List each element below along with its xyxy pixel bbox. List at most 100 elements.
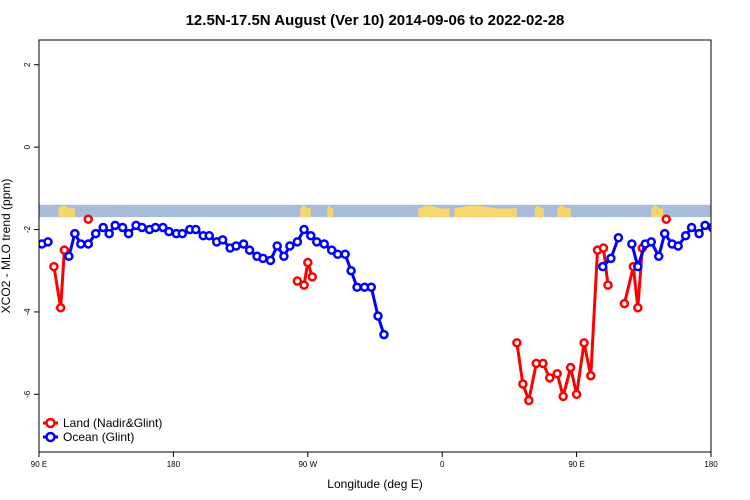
legend-label: Ocean (Glint)	[63, 430, 134, 444]
data-point	[524, 395, 534, 406]
data-point	[117, 222, 128, 233]
data-point	[279, 251, 289, 262]
data-point	[59, 245, 70, 255]
x-tick-label: 90 E	[31, 460, 47, 469]
legend-marker	[45, 431, 56, 443]
data-point	[265, 255, 276, 266]
data-point	[736, 226, 743, 233]
map-strip-land	[534, 205, 544, 218]
data-point	[231, 241, 241, 251]
data-point	[307, 272, 318, 282]
data-point	[728, 224, 735, 231]
data-point	[686, 222, 697, 233]
data-point	[646, 237, 657, 247]
data-point	[303, 257, 313, 268]
x-tick-label: 90 E	[568, 460, 584, 469]
x-tick-label: 90 W	[298, 460, 317, 469]
map-strip-land	[557, 205, 571, 218]
y-tick-label: 0	[23, 144, 32, 149]
data-point	[694, 228, 704, 239]
data-point	[76, 239, 86, 249]
chart-title: 12.5N-17.5N August (Ver 10) 2014-09-06 t…	[186, 12, 565, 29]
data-point	[586, 371, 596, 381]
data-point	[597, 261, 608, 272]
plot-frame	[38, 39, 712, 453]
data-point	[150, 222, 161, 233]
data-point	[110, 220, 120, 231]
map-strip-ocean	[39, 204, 711, 218]
data-point	[538, 358, 548, 369]
y-tick-label: -4	[23, 308, 32, 316]
data-point	[518, 379, 528, 389]
data-point	[332, 249, 343, 259]
data-point	[83, 214, 94, 224]
data-point	[700, 220, 710, 231]
x-tick-label: 0	[440, 460, 445, 469]
data-point	[90, 228, 101, 239]
x-tick-label: 180	[167, 460, 181, 469]
data-point	[722, 222, 729, 229]
data-point	[299, 280, 309, 290]
data-point	[633, 261, 643, 272]
plot-area	[39, 214, 749, 406]
data-point	[661, 214, 671, 224]
map-strip-land	[418, 205, 450, 218]
series-ocean	[39, 220, 749, 340]
y-tick-label: -2	[23, 225, 32, 233]
map-strip-land	[58, 205, 75, 218]
data-point	[673, 241, 683, 251]
data-point	[238, 239, 249, 249]
data-point	[83, 239, 94, 249]
data-point	[579, 338, 589, 348]
data-point	[64, 251, 74, 262]
series-land	[49, 214, 671, 406]
data-point	[55, 303, 66, 313]
series-line	[622, 247, 644, 310]
data-point	[352, 282, 362, 292]
data-point	[158, 222, 168, 233]
map-strip-land	[651, 205, 664, 218]
data-point	[137, 222, 147, 233]
y-tick-label: 2	[23, 62, 32, 67]
data-point	[715, 230, 722, 237]
data-point	[558, 391, 568, 402]
data-point	[598, 243, 609, 253]
data-point	[49, 261, 59, 272]
data-point	[552, 368, 562, 379]
map-strip-land	[300, 205, 311, 218]
data-point	[627, 239, 637, 249]
data-point	[285, 241, 295, 251]
y-tick-label: -6	[23, 390, 32, 398]
y-axis: 2 0 -2 -4 -6	[23, 62, 39, 398]
data-point	[544, 373, 555, 383]
data-point	[292, 237, 303, 247]
data-point	[272, 241, 282, 251]
legend: Land (Nadir&Glint)Ocean (Glint)	[43, 416, 162, 444]
map-strip	[39, 204, 711, 218]
data-point	[707, 222, 711, 232]
data-point	[191, 224, 201, 235]
data-point	[299, 224, 309, 235]
data-point	[312, 237, 322, 247]
data-point	[70, 228, 80, 239]
legend-label: Land (Nadir&Glint)	[63, 416, 162, 430]
data-point	[104, 228, 114, 239]
data-point	[43, 237, 53, 247]
legend-marker	[45, 417, 56, 429]
data-point	[742, 224, 749, 231]
map-strip-land	[327, 205, 334, 218]
data-point	[606, 253, 616, 264]
data-point	[613, 233, 624, 243]
data-point	[258, 253, 268, 264]
data-point	[653, 251, 664, 262]
data-point	[565, 362, 576, 373]
data-point	[603, 280, 613, 290]
data-point	[512, 338, 522, 348]
series-line	[52, 250, 66, 310]
data-point	[217, 235, 228, 245]
data-point	[659, 228, 670, 239]
data-point	[680, 230, 691, 241]
data-point	[98, 222, 108, 233]
data-point	[379, 329, 389, 340]
